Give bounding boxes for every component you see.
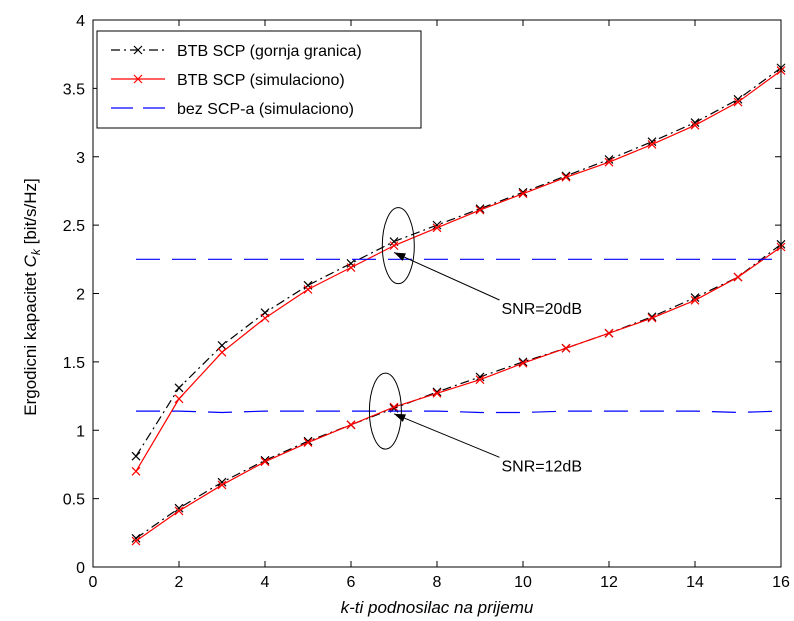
x-tick-label-2: 4 (261, 574, 270, 591)
series-1-point-0-7 (432, 223, 442, 233)
annotation-layer: SNR=20dB SNR=12dB (368, 207, 583, 475)
axes-layer: 0 2 4 6 8 10 12 14 16 0 0.5 1 1.5 2 2.5 3 3.5 4 (63, 13, 790, 591)
annotation-ellipse-1 (368, 372, 402, 450)
series-1-point-0-10 (561, 172, 571, 182)
x-axis-title: k-ti podnosilac na prijemu (341, 598, 534, 617)
annotation-arrowhead-1 (394, 413, 406, 422)
y-tick-label-8: 4 (76, 13, 85, 30)
y-tick-label-4: 2 (76, 287, 85, 304)
y-tick-label-3: 1.5 (63, 355, 85, 372)
series-1-point-1-12 (647, 313, 657, 323)
x-tick-label-8: 16 (772, 574, 790, 591)
y-tick-label-5: 2.5 (63, 218, 85, 235)
series-1-line-0 (135, 70, 782, 472)
series-1-point-0-4 (303, 284, 313, 294)
y-tick-label-0: 0 (76, 560, 85, 577)
series-1-point-1-5 (346, 420, 356, 430)
x-tick-label-1: 2 (175, 574, 184, 591)
x-tick-label-5: 10 (514, 574, 532, 591)
series-1-point-1-10 (561, 343, 571, 353)
y-tick-label-1: 0.5 (63, 492, 85, 509)
series-1-line-1 (135, 246, 782, 542)
series-1-point-0-9 (518, 189, 528, 199)
series-1-point-1-0 (131, 536, 141, 546)
series-1-point-0-8 (475, 205, 485, 215)
y-axis-title-subscript: k (29, 248, 43, 255)
series-0-point-0-1 (174, 383, 184, 393)
series-1-point-0-3 (260, 313, 270, 323)
series-1-point-1-6 (389, 402, 399, 412)
annotation-arrow-0 (393, 252, 500, 301)
series-1-point-0-6 (389, 241, 399, 251)
series-1-point-1-3 (260, 457, 270, 467)
legend-marker-0 (133, 45, 143, 55)
series-0-point-1-13 (690, 293, 700, 303)
series-1-point-0-14 (733, 97, 743, 107)
series-1-point-0-2 (217, 347, 227, 357)
y-tick-label-2: 1 (76, 423, 85, 440)
annotation-ellipse-0 (381, 207, 415, 285)
y-axis-title-unit: [bit/s/Hz] (21, 178, 40, 249)
series-1-point-0-13 (690, 120, 700, 130)
annotation-arrow-1 (393, 413, 500, 458)
legend-label-1: BTB SCP (simulaciono) (177, 72, 345, 89)
annotation-label-0: SNR=20dB (502, 301, 583, 318)
series-0-point-0-14 (733, 94, 743, 104)
legend-marker-1 (133, 74, 143, 84)
legend: BTB SCP (gornja granica) BTB SCP (simulac… (96, 30, 422, 129)
data-layer (131, 63, 786, 546)
y-tick-label-6: 3 (76, 150, 85, 167)
y-axis-title-symbol: C (21, 254, 40, 267)
annotation-label-1: SNR=12dB (502, 458, 583, 475)
series-1-point-0-5 (346, 263, 356, 272)
series-1-point-0-12 (647, 140, 657, 149)
x-tick-label-7: 14 (686, 574, 704, 591)
series-0-point-1-1 (174, 503, 184, 513)
series-1-point-1-4 (303, 438, 313, 447)
series-1-point-1-2 (217, 480, 227, 490)
series-1-point-0-0 (131, 466, 141, 476)
y-axis-title-main: Ergodicni kapacitet (21, 267, 40, 415)
x-tick-label-6: 12 (600, 574, 618, 591)
series-1-point-1-7 (432, 388, 442, 398)
legend-label-2: bez SCP-a (simulaciono) (177, 101, 354, 118)
series-0-point-0-13 (690, 118, 700, 127)
series-1-point-1-13 (690, 295, 700, 305)
series-0-point-0-2 (217, 341, 227, 350)
x-tick-label-0: 0 (89, 574, 98, 591)
series-0-point-0-11 (604, 155, 614, 164)
series-1-point-0-1 (174, 394, 184, 404)
series-0-point-1-2 (217, 477, 227, 487)
series-0-point-0-12 (647, 137, 657, 147)
series-0-point-0-0 (131, 451, 141, 461)
y-axis-title: Ergodicni kapacitet Ck [bit/s/Hz] (21, 178, 43, 416)
y-tick-label-7: 3.5 (63, 81, 85, 98)
legend-label-0: BTB SCP (gornja granica) (177, 43, 362, 60)
series-1-point-0-11 (604, 157, 614, 167)
series-1-point-1-8 (475, 375, 485, 385)
series-0-point-1-0 (131, 533, 141, 543)
series-0-point-1-8 (475, 372, 485, 382)
series-1-point-1-11 (604, 328, 614, 338)
series-0-point-0-7 (432, 220, 442, 230)
x-tick-label-4: 8 (433, 574, 442, 591)
series-1-point-1-14 (733, 272, 743, 282)
annotation-arrowhead-0 (394, 252, 406, 261)
series-1-point-1-9 (518, 358, 528, 368)
series-1-point-1-1 (174, 506, 184, 516)
x-tick-label-3: 6 (347, 574, 356, 591)
